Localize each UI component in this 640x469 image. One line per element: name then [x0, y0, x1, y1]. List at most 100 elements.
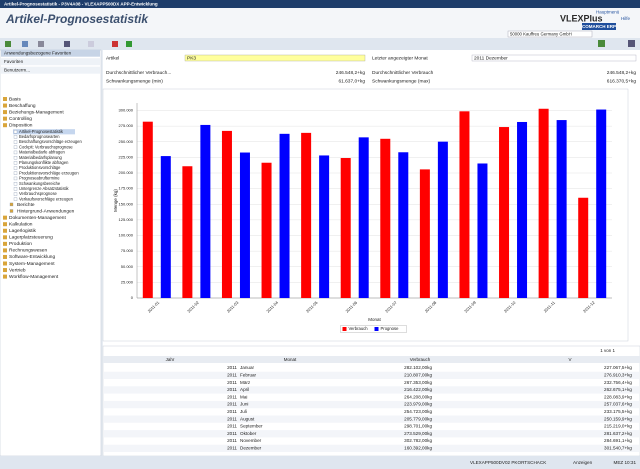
sidebar-section-bg: [1, 66, 100, 74]
pager: 1 von 1: [600, 348, 615, 353]
tree-item[interactable]: Workflow-Management: [9, 274, 59, 280]
sidebar-section-bg: [1, 58, 100, 66]
tree-icon: [3, 235, 7, 240]
tree-item[interactable]: Verbrauchsprognose: [19, 191, 58, 196]
legend-swatch: [342, 327, 347, 331]
menu-link[interactable]: Hauptmenü: [596, 10, 620, 15]
bar: [419, 169, 430, 298]
tree-item[interactable]: Beschaffungsvorschläge erzeugen: [19, 139, 82, 144]
tool-button[interactable]: [598, 40, 605, 47]
tool-button[interactable]: [5, 41, 11, 47]
tree-item[interactable]: Bedarfsprognosearten: [19, 134, 60, 139]
tree-item[interactable]: Dokumenten-Management: [9, 215, 66, 221]
tree-item[interactable]: Vertrieb: [9, 267, 26, 273]
tree-item[interactable]: Lagerplatzsteuerung: [9, 235, 53, 241]
tool-button[interactable]: [126, 41, 132, 47]
field-label: Schwankungsmenge (max): [372, 78, 431, 84]
bar: [437, 141, 448, 298]
field-label: Durchschnittlicher Verbrauch: [372, 70, 434, 76]
tree-item[interactable]: Disposition: [9, 122, 33, 128]
tree-item[interactable]: Verkaufsvorschläge erzeugen: [19, 196, 74, 201]
bar: [142, 121, 153, 298]
table-cell: Juli: [240, 409, 247, 414]
tree-item[interactable]: Rechnungswesen: [9, 248, 47, 254]
title-bar: [0, 0, 640, 8]
table-cell: 273.529,00kg: [404, 431, 432, 436]
tree-icon: [13, 135, 18, 139]
table-header: V: [568, 357, 571, 362]
table-cell: 2011: [227, 394, 237, 399]
company-field[interactable]: [507, 30, 593, 38]
tree-item[interactable]: Kalkulation: [9, 221, 33, 227]
logo: VLEXPlus: [560, 13, 603, 23]
bar: [301, 132, 312, 298]
tree-icon: [3, 97, 7, 101]
tree-item[interactable]: Planungskonflikte abfragen: [19, 160, 69, 165]
bar: [578, 197, 589, 298]
status-item: MEZ 10:31: [614, 460, 637, 465]
tree-item[interactable]: Materialbedarfe abfragen: [19, 150, 65, 155]
sidebar-section[interactable]: Anwendungsbezogene Favoriten: [4, 51, 72, 56]
table-cell: 250.159,9+kg: [604, 416, 632, 421]
y-tick-label: 100.000: [119, 233, 134, 238]
tree-icon: [13, 197, 18, 201]
y-tick-label: 300.000: [119, 108, 134, 113]
table-cell: 281.637,2+kg: [604, 431, 632, 436]
table-cell: 2011: [227, 416, 237, 421]
tree-item[interactable]: Lagerlogistik: [9, 228, 37, 234]
tool-button[interactable]: [38, 41, 44, 47]
tree-item[interactable]: Basis: [9, 96, 21, 102]
tree-item[interactable]: Produktionsvorschläge: [19, 165, 61, 170]
y-tick-label: 175.000: [119, 186, 134, 191]
tree-item[interactable]: Cockpit: Verbrauchsprognose: [19, 144, 73, 149]
tool-button[interactable]: [112, 41, 118, 47]
table-cell: 2011: [227, 380, 237, 385]
field-label: Letzter angezeigter Monat: [372, 55, 428, 61]
bar: [221, 130, 232, 298]
status-bar: [0, 456, 640, 469]
tool-button[interactable]: [22, 41, 28, 47]
field-input[interactable]: [184, 54, 366, 62]
tool-button[interactable]: [88, 41, 94, 47]
tree-icon: [3, 103, 7, 108]
status-item: Anzeigen: [573, 460, 593, 465]
sidebar-section[interactable]: Favoriten: [4, 59, 24, 64]
tree-item[interactable]: Untergrenze Absatzstatistik: [19, 186, 70, 191]
tool-button[interactable]: [64, 41, 70, 47]
sidebar-section[interactable]: Benutzerm...: [4, 68, 30, 73]
tree-item[interactable]: Controlling: [9, 116, 32, 122]
table-cell: 215.219,0+kg: [604, 424, 632, 429]
tree-item[interactable]: Berichte: [17, 202, 35, 208]
table-cell: Oktober: [240, 431, 257, 436]
tree-item[interactable]: Software-Entwicklung: [9, 254, 55, 260]
tree-item[interactable]: Produktion: [9, 241, 32, 247]
table-row-bg: [104, 400, 639, 409]
help-link[interactable]: Hilfe: [621, 16, 630, 21]
tree-item[interactable]: Beziehungs-Management: [9, 109, 64, 115]
page-title: Artikel-Prognosestatistik: [5, 12, 149, 26]
legend-swatch: [374, 327, 379, 331]
tree-item[interactable]: System-Management: [9, 261, 55, 267]
tree-icon: [13, 140, 18, 144]
tree-item[interactable]: Produktionsvorschläge erzeugen: [19, 170, 79, 175]
legend-label: Verbrauch: [349, 326, 369, 331]
tree-selection: [13, 129, 75, 135]
field-dropdown[interactable]: [471, 54, 637, 62]
tree-item[interactable]: Schwankungsbereiche: [19, 181, 61, 186]
tree-icon: [13, 176, 18, 181]
field-value: 61.637,0+kg: [338, 78, 365, 84]
bar: [340, 158, 351, 298]
y-tick-label: 225.000: [119, 154, 134, 159]
tree-item[interactable]: Prognoseabruftermine: [19, 176, 60, 181]
table-cell: 227.067,5+kg: [604, 365, 632, 370]
tree-item[interactable]: Materialbedarfsplanung: [19, 155, 63, 160]
table-cell: 2011: [227, 402, 237, 407]
tree-item[interactable]: Hintergrund-Anwendungen: [17, 208, 75, 214]
tree-item[interactable]: Artikel-Prognosestatistik: [19, 129, 64, 134]
table-header: Verbrauch: [410, 357, 431, 362]
tool-button[interactable]: [628, 40, 635, 47]
tree-item[interactable]: Beschaffung: [9, 103, 36, 109]
field-label: Durchschnittlicher Verbrauch...: [106, 70, 171, 76]
